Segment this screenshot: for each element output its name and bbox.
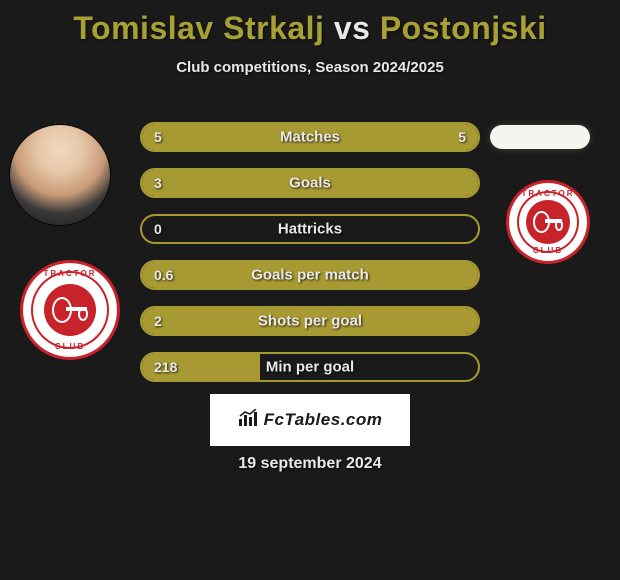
player2-photo	[490, 125, 590, 149]
tractor-icon	[52, 297, 89, 323]
stat-row: 0.6Goals per match	[140, 260, 480, 290]
brand-text: FcTables.com	[264, 410, 383, 430]
stat-left-fill	[142, 354, 260, 380]
stat-label: Hattricks	[142, 221, 478, 238]
player1-name: Tomislav Strkalj	[73, 10, 324, 46]
club-badge-icon: TRACTOR CLUB	[506, 180, 590, 264]
player2-name: Postonjski	[380, 10, 547, 46]
stats-bars: 55Matches 3Goals 0Hattricks 0.6Goals per ma…	[140, 122, 480, 398]
stat-left-fill	[142, 170, 478, 196]
competition-subtitle: Club competitions, Season 2024/2025	[0, 59, 620, 76]
stat-left-fill	[142, 308, 478, 334]
stat-left-value: 0	[154, 221, 162, 237]
player1-photo	[10, 125, 110, 225]
date-label: 19 september 2024	[0, 455, 620, 473]
tractor-icon	[533, 211, 564, 233]
stat-left-fill	[142, 124, 310, 150]
stat-left-fill	[142, 262, 478, 288]
club-badge-icon: TRACTOR CLUB	[20, 260, 120, 360]
stats-icon	[238, 409, 260, 432]
stat-row: 0Hattricks	[140, 214, 480, 244]
vs-label: vs	[334, 10, 371, 46]
stat-row: 55Matches	[140, 122, 480, 152]
brand-box[interactable]: FcTables.com	[210, 394, 410, 446]
stat-row: 2Shots per goal	[140, 306, 480, 336]
comparison-title: Tomislav Strkalj vs Postonjski	[0, 0, 620, 47]
badge-name-bottom: CLUB	[55, 342, 85, 351]
stat-row: 218Min per goal	[140, 352, 480, 382]
badge-name-bottom: CLUB	[533, 246, 563, 255]
player1-club-badge: TRACTOR CLUB	[20, 260, 120, 360]
stat-row: 3Goals	[140, 168, 480, 198]
player2-club-badge: TRACTOR CLUB	[506, 180, 590, 264]
stat-right-fill	[310, 124, 478, 150]
badge-name-top: TRACTOR	[522, 189, 575, 198]
badge-name-top: TRACTOR	[44, 269, 97, 278]
